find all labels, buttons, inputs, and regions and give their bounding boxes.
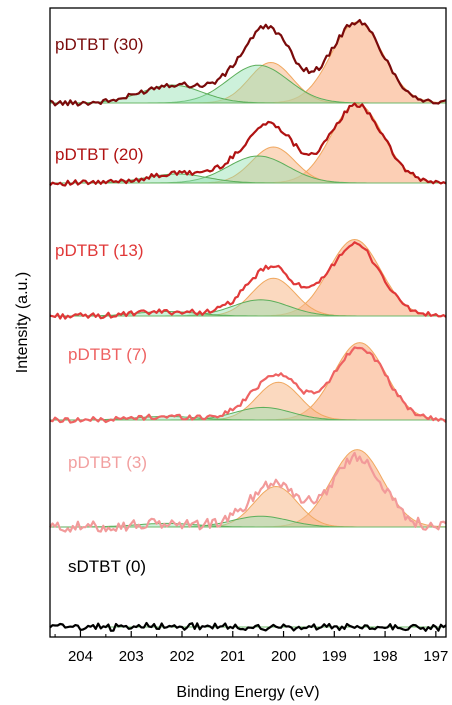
plot-area: pDTBT (30) pDTBT (20) pDTBT (13) pDTBT (7) p… bbox=[49, 18, 447, 632]
x-tick-label: 197 bbox=[423, 648, 448, 665]
component-fill bbox=[50, 299, 446, 316]
component-fill bbox=[50, 62, 446, 103]
component-fill bbox=[50, 65, 446, 103]
component-fill bbox=[50, 174, 446, 183]
component-fill bbox=[50, 407, 446, 420]
spectrum-panel: pDTBT (20) bbox=[49, 102, 447, 187]
y-axis-label: Intensity (a.u.) bbox=[14, 272, 31, 373]
spectrum-label: pDTBT (7) bbox=[68, 345, 147, 364]
x-axis-label: Binding Energy (eV) bbox=[176, 684, 319, 701]
spectrum-label: pDTBT (30) bbox=[55, 35, 144, 54]
component-fill bbox=[50, 239, 446, 316]
component-fill bbox=[50, 486, 446, 527]
x-tick-label: 202 bbox=[169, 648, 194, 665]
spectrum-label: sDTBT (0) bbox=[68, 557, 146, 576]
spectrum-panel: pDTBT (30) bbox=[49, 18, 447, 107]
x-tick-label: 198 bbox=[373, 648, 398, 665]
spectrum-trace bbox=[49, 346, 447, 424]
spectrum-trace bbox=[49, 102, 447, 187]
spectrum-trace bbox=[49, 18, 447, 107]
spectrum-trace bbox=[49, 241, 447, 320]
spectrum-panel: pDTBT (13) bbox=[49, 238, 447, 320]
x-tick-label: 204 bbox=[68, 648, 93, 665]
component-fill bbox=[50, 156, 446, 183]
spectrum-label: pDTBT (13) bbox=[55, 241, 144, 260]
spectrum-trace bbox=[49, 621, 447, 632]
component-fill bbox=[50, 342, 446, 420]
x-tick-label: 199 bbox=[322, 648, 347, 665]
spectrum-label: pDTBT (20) bbox=[55, 145, 144, 164]
x-tick-label: 200 bbox=[271, 648, 296, 665]
component-fill bbox=[50, 103, 446, 183]
plot-frame bbox=[49, 7, 447, 638]
x-axis: 204 203 202 201 200 199 198 197 bbox=[54, 631, 448, 665]
spectrum-trace bbox=[49, 451, 447, 533]
spectrum-panel: pDTBT (3) bbox=[49, 449, 447, 533]
component-fill bbox=[50, 22, 446, 103]
x-tick-label: 203 bbox=[119, 648, 144, 665]
spectrum-panel: sDTBT (0) bbox=[49, 557, 447, 632]
spectrum-label: pDTBT (3) bbox=[68, 453, 147, 472]
component-fill bbox=[50, 449, 446, 527]
component-fill bbox=[50, 516, 446, 527]
x-tick-label: 201 bbox=[220, 648, 245, 665]
spectrum-panel: pDTBT (7) bbox=[49, 342, 447, 424]
component-fill bbox=[50, 382, 446, 420]
